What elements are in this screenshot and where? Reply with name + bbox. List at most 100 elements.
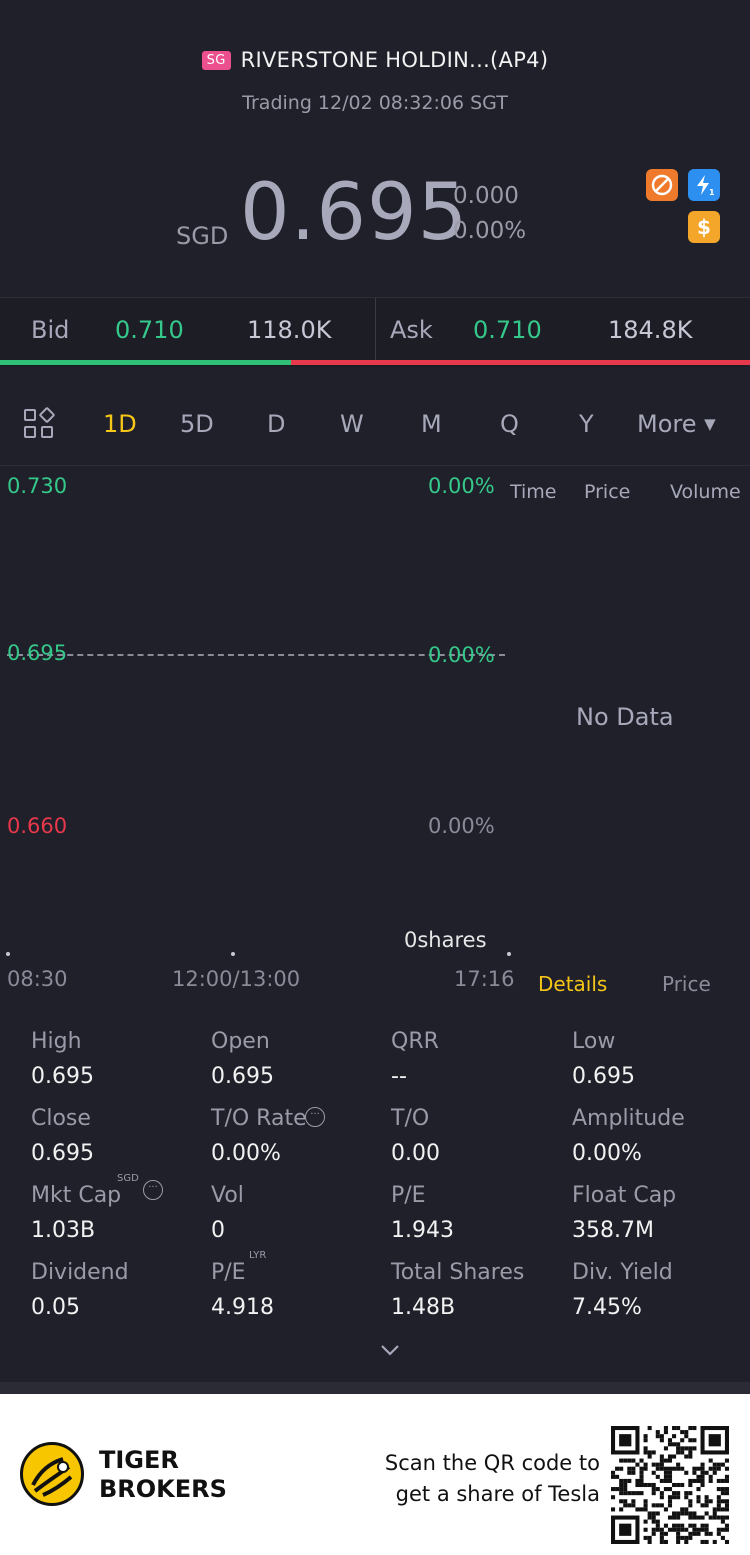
trade-ticks-panel[interactable]: Time Price Volume No Data Details Price — [505, 467, 750, 997]
promo-line1: Scan the QR code to — [384, 1451, 600, 1475]
time-start: 08:30 — [7, 967, 68, 991]
lyr-superscript: LYR — [249, 1250, 267, 1261]
price-currency: SGD — [176, 222, 229, 250]
ask-price: 0.710 — [473, 316, 542, 344]
promo-footer: TIGER BROKERS Scan the QR code to get a … — [0, 1382, 750, 1555]
promo-text: Scan the QR code to get a share of Tesla — [370, 1448, 600, 1510]
stat-value: 0.695 — [31, 1141, 94, 1166]
time-end: 17:16 — [454, 967, 515, 991]
brand-line1: TIGER — [99, 1446, 179, 1474]
brand-line2: BROKERS — [99, 1475, 227, 1503]
price-change-percent: 0.00% — [453, 218, 527, 244]
stat-value: 0.00 — [391, 1141, 440, 1166]
ask-label: Ask — [390, 316, 433, 344]
stock-name: RIVERSTONE HOLDIN...(AP4) — [240, 48, 549, 72]
stat-label: P/E — [391, 1183, 426, 1208]
no-data-message: No Data — [576, 703, 674, 731]
stat-label: QRR — [391, 1029, 439, 1054]
brand-name: TIGER BROKERS — [99, 1446, 227, 1504]
stat-label: Close — [31, 1106, 91, 1131]
stat-value: -- — [391, 1064, 407, 1089]
tab-quarter[interactable]: Q — [500, 410, 519, 438]
stat-label: Open — [211, 1029, 270, 1054]
stat-label: T/O — [391, 1106, 430, 1131]
stat-value: 1.48B — [391, 1295, 456, 1320]
bid-volume: 118.0K — [247, 316, 332, 344]
ask-ratio-bar — [291, 360, 750, 365]
stat-value: 358.7M — [572, 1218, 654, 1243]
stat-label: High — [31, 1029, 82, 1054]
stock-title[interactable]: SG RIVERSTONE HOLDIN...(AP4) — [0, 48, 750, 72]
stat-value: 1.943 — [391, 1218, 454, 1243]
time-marker-dot — [6, 952, 10, 956]
tab-5d[interactable]: 5D — [180, 410, 214, 438]
stat-label: T/O Rate — [211, 1106, 307, 1131]
stat-label: Total Shares — [391, 1260, 525, 1285]
period-tabs: 1D 5D D W M Q Y More ▼ — [0, 380, 750, 466]
info-icon[interactable]: ··· — [143, 1180, 163, 1200]
stat-label: P/E — [211, 1260, 246, 1285]
currency-superscript: SGD — [117, 1173, 139, 1184]
market-badge: SG — [201, 51, 231, 70]
bid-ask-panel[interactable]: Bid 0.710 118.0K Ask 0.710 184.8K — [0, 297, 750, 367]
indicator-grid-icon[interactable] — [24, 406, 56, 440]
stat-label: Dividend — [31, 1260, 129, 1285]
time-marker-dot — [507, 952, 511, 956]
prev-close-line — [7, 654, 505, 656]
axis-right-high: 0.00% — [428, 474, 495, 498]
tab-week[interactable]: W — [340, 410, 364, 438]
stat-label: Float Cap — [572, 1183, 677, 1208]
bid-ratio-bar — [0, 360, 291, 365]
axis-right-mid: 0.00% — [428, 643, 495, 667]
tab-details[interactable]: Details — [538, 972, 608, 996]
price-change: 0.000 — [453, 183, 519, 209]
tab-year[interactable]: Y — [579, 410, 594, 438]
stat-value: 4.918 — [211, 1295, 274, 1320]
stat-label: Mkt Cap — [31, 1183, 122, 1208]
no-short-icon[interactable] — [646, 169, 678, 201]
info-icon[interactable]: ··· — [305, 1107, 325, 1127]
stat-value: 0.695 — [572, 1064, 635, 1089]
trading-status: Trading 12/02 08:32:06 SGT — [242, 92, 508, 114]
tab-day[interactable]: D — [267, 410, 286, 438]
ticks-header-price: Price — [584, 481, 631, 503]
svg-text:1: 1 — [709, 188, 715, 197]
quote-header: SG RIVERSTONE HOLDIN...(AP4) Trading 12/0… — [0, 0, 750, 296]
tab-more[interactable]: More ▼ — [637, 410, 716, 438]
axis-left-mid: 0.695 — [7, 641, 68, 665]
bid-label: Bid — [31, 316, 70, 344]
ticks-header-time: Time — [510, 481, 557, 503]
dollar-icon[interactable]: $ — [688, 211, 720, 243]
stat-label: Vol — [211, 1183, 244, 1208]
tiger-logo-icon — [20, 1442, 84, 1506]
time-break: 12:00/13:00 — [172, 967, 301, 991]
stat-label: Low — [572, 1029, 616, 1054]
lightning-level1-icon[interactable]: 1 — [688, 169, 720, 201]
ask-volume: 184.8K — [608, 316, 693, 344]
tab-price[interactable]: Price — [662, 972, 711, 996]
caret-down-icon: ▼ — [704, 415, 716, 433]
axis-left-high: 0.730 — [7, 474, 68, 498]
time-marker-dot — [231, 952, 235, 956]
stat-value: 1.03B — [31, 1218, 96, 1243]
axis-right-low: 0.00% — [428, 814, 495, 838]
bid-ask-divider — [375, 298, 376, 360]
stat-value: 0.695 — [31, 1064, 94, 1089]
axis-left-low: 0.660 — [7, 814, 68, 838]
stat-value: 0.00% — [572, 1141, 642, 1166]
stat-value: 7.45% — [572, 1295, 642, 1320]
tab-month[interactable]: M — [421, 410, 442, 438]
volume-label: 0shares — [404, 928, 487, 952]
expand-chevron-icon[interactable] — [380, 1342, 400, 1356]
stat-value: 0.695 — [211, 1064, 274, 1089]
stat-value: 0.00% — [211, 1141, 281, 1166]
stats-grid: High 0.695 Open 0.695 QRR -- Low 0.695 C… — [0, 1020, 750, 1330]
stat-label: Div. Yield — [572, 1260, 673, 1285]
intraday-chart[interactable]: 0.730 0.00% 0.695 0.00% 0.660 0.00% 0sha… — [0, 467, 515, 997]
ticks-header-volume: Volume — [670, 481, 741, 503]
stat-label: Amplitude — [572, 1106, 685, 1131]
stat-value: 0.05 — [31, 1295, 80, 1320]
promo-line2: get a share of Tesla — [395, 1482, 600, 1506]
qr-code-icon[interactable] — [611, 1426, 729, 1544]
tab-1d[interactable]: 1D — [103, 410, 137, 438]
